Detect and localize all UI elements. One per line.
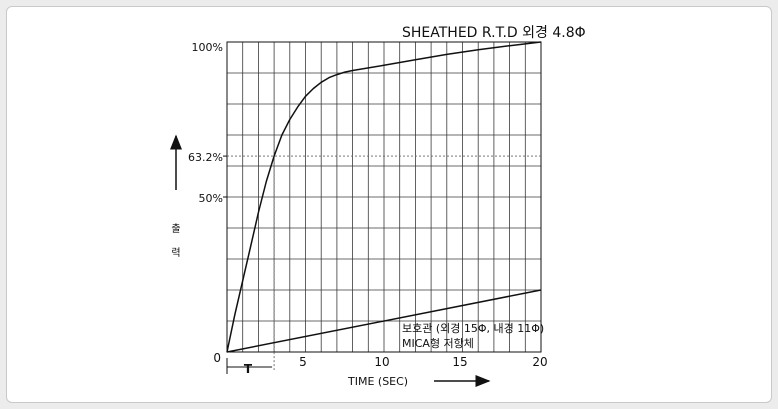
y-tick-63-2: 63.2% — [188, 151, 223, 164]
chart-title: SHEATHED R.T.D 외경 4.8Φ — [402, 25, 586, 41]
time-constant-label: T — [244, 362, 253, 376]
x-tick-20: 20 — [532, 355, 547, 369]
decorations — [170, 134, 491, 387]
series-line-2 — [226, 289, 542, 353]
series-group — [226, 41, 542, 353]
x-tick-10: 10 — [374, 355, 389, 369]
y-axis-label-line1: 출 — [171, 223, 180, 235]
series2-label-line2: MICA형 저항체 — [402, 337, 474, 350]
grid — [227, 42, 541, 352]
x-tick-15: 15 — [452, 355, 467, 369]
y-tick-50: 50% — [199, 192, 223, 205]
plot-area — [223, 41, 542, 374]
series-line-1 — [226, 41, 542, 353]
series2-label-line1: 보호관 (외경 15Φ, 내경 11Φ) — [402, 322, 544, 335]
x-tick-5: 5 — [299, 355, 307, 369]
y-tick-100: 100% — [192, 41, 223, 54]
origin-label: 0 — [213, 351, 221, 365]
labels-group: SHEATHED R.T.D 외경 4.8Φ 100% 63.2% 50% 0 … — [171, 25, 585, 388]
x-axis-label: TIME (SEC) — [347, 375, 408, 388]
y-axis-label-line2: 력 — [171, 247, 180, 259]
chart-frame — [6, 6, 772, 403]
